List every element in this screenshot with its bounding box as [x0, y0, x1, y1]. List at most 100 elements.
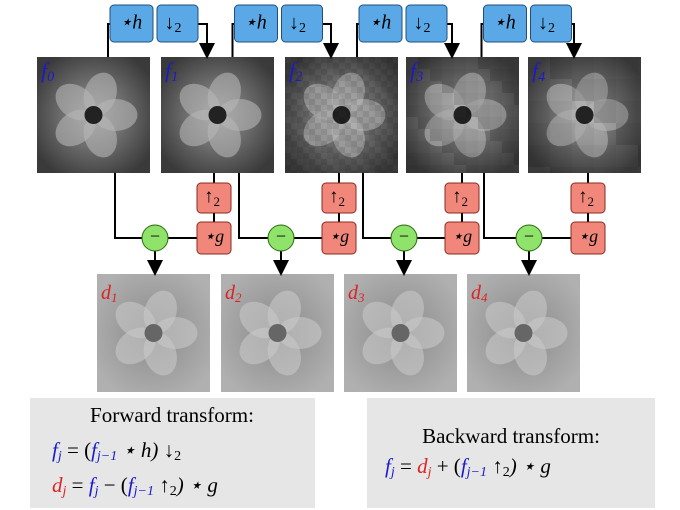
formula-part: d — [417, 454, 428, 478]
pixel — [381, 75, 387, 81]
formula-part: ↑ — [154, 473, 170, 497]
pixel — [291, 159, 297, 165]
downsample-box — [530, 4, 572, 43]
pixel — [327, 135, 333, 141]
pixel — [418, 153, 430, 165]
pixel — [393, 93, 398, 99]
upsample-op: ↑ — [578, 186, 588, 207]
d-label: d1 — [101, 282, 118, 305]
pixel — [442, 117, 454, 129]
downsample-sub: 2 — [424, 21, 431, 36]
pixel — [363, 123, 369, 129]
pixel — [321, 129, 327, 135]
pixel — [351, 165, 357, 171]
pixel — [339, 93, 345, 99]
formula-part: 2 — [174, 449, 181, 464]
filter-label: ⋆g — [578, 226, 598, 246]
pixel — [315, 153, 321, 159]
formula-part: j — [61, 484, 67, 499]
pixel — [309, 99, 315, 105]
pixel — [454, 69, 466, 81]
minus-node — [390, 224, 418, 252]
minus-label: − — [276, 226, 286, 246]
pixel — [291, 147, 297, 153]
flower-center — [144, 324, 163, 342]
minus-label: − — [399, 226, 409, 246]
pixel — [442, 69, 454, 81]
formula-part: j — [389, 465, 395, 480]
pixel — [297, 63, 303, 69]
pixel — [502, 117, 514, 129]
formula-part: ) ⋆ g — [176, 473, 218, 497]
pixel — [466, 105, 478, 117]
pixel — [387, 165, 393, 171]
pixel — [303, 57, 309, 63]
pixel — [393, 159, 398, 165]
pixel — [309, 153, 315, 159]
pixel — [285, 129, 291, 135]
pixel — [375, 81, 381, 87]
d-label-sub: 4 — [481, 290, 488, 305]
f-label: f1 — [165, 58, 178, 85]
pixel — [339, 87, 345, 93]
filter-box — [321, 221, 357, 255]
pixel — [333, 117, 339, 123]
pixel — [309, 69, 315, 75]
pixel — [285, 99, 291, 105]
pixel — [345, 153, 351, 159]
pixel — [594, 79, 616, 101]
pixel — [430, 105, 442, 117]
pixel — [393, 69, 398, 75]
pixel — [285, 81, 291, 87]
pixel — [369, 153, 375, 159]
pixel — [387, 63, 393, 69]
pixel — [369, 159, 375, 165]
pixel — [406, 165, 418, 173]
pixel — [297, 135, 303, 141]
pixel — [291, 57, 297, 63]
formula-part: f — [461, 454, 470, 478]
pixel — [369, 57, 375, 63]
pixel — [351, 81, 357, 87]
pixel — [375, 105, 381, 111]
formula-part: = — [66, 473, 88, 497]
upsample-sub: 2 — [462, 194, 469, 209]
connector — [114, 173, 142, 239]
pixel — [303, 141, 309, 147]
pixel — [327, 111, 333, 117]
formula: fj = (fj−1 ⋆ h) ↓2 — [52, 438, 181, 464]
pixel — [315, 81, 321, 87]
pixel — [514, 93, 519, 105]
pixel — [285, 63, 291, 69]
pixel — [369, 93, 375, 99]
pixel — [291, 165, 297, 171]
pixel — [333, 141, 339, 147]
upsample-sub: 2 — [339, 194, 346, 209]
pixel — [375, 129, 381, 135]
pixel — [442, 141, 454, 153]
pixel — [351, 87, 357, 93]
pixel — [616, 123, 638, 145]
pixel — [406, 93, 418, 105]
pixel — [387, 81, 393, 87]
pixel — [339, 117, 345, 123]
pixel — [430, 57, 442, 69]
pixel — [327, 93, 333, 99]
pixel — [297, 123, 303, 129]
pixel — [351, 99, 357, 105]
pixel — [315, 105, 321, 111]
formula-part: j−1 — [465, 465, 487, 480]
pixel — [321, 105, 327, 111]
downsample-label: ↓2 — [538, 12, 555, 37]
pixel — [327, 57, 333, 63]
pixel — [572, 167, 594, 173]
pixel — [406, 141, 418, 153]
pixel — [351, 111, 357, 117]
pixel — [303, 87, 309, 93]
pixel — [315, 63, 321, 69]
pixel — [369, 105, 375, 111]
pixel — [363, 63, 369, 69]
d-label-base: d — [471, 282, 482, 304]
pixel — [315, 165, 321, 171]
